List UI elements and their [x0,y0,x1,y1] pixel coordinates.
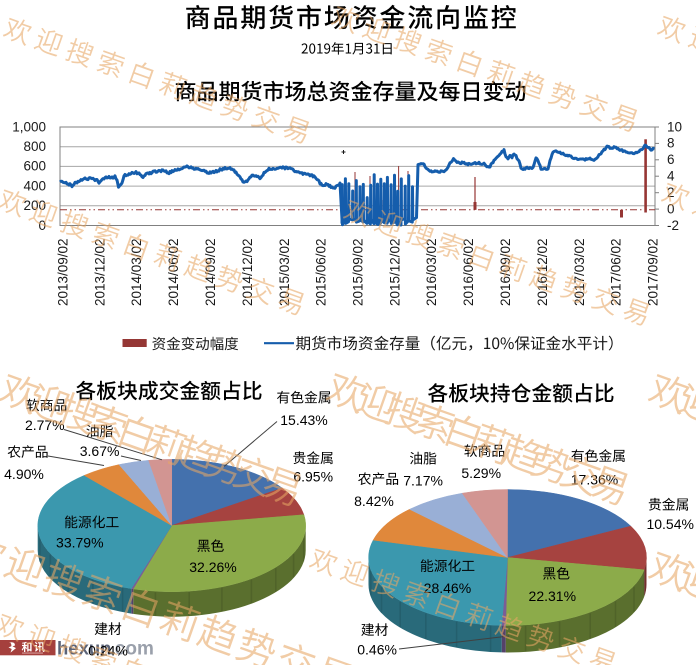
svg-text:2015/09/02: 2015/09/02 [351,238,366,306]
svg-text:-2: -2 [667,218,679,233]
svg-text:2016/06/02: 2016/06/02 [461,238,476,306]
svg-text:2017/09/02: 2017/09/02 [646,238,661,306]
svg-text:8: 8 [667,136,675,151]
svg-text:2014/06/02: 2014/06/02 [166,238,181,306]
svg-text:6.95%: 6.95% [293,469,333,485]
svg-text:8.42%: 8.42% [354,493,394,509]
svg-text:600: 600 [23,159,46,174]
svg-text:2014/09/02: 2014/09/02 [203,238,218,306]
svg-text:10.54%: 10.54% [646,516,693,532]
svg-text:0.24%: 0.24% [88,642,128,658]
svg-text:33.79%: 33.79% [56,535,103,551]
svg-text:2016/12/02: 2016/12/02 [535,238,550,306]
svg-text:2016/03/02: 2016/03/02 [424,238,439,306]
svg-text:2017/03/02: 2017/03/02 [572,238,587,306]
svg-text:7.17%: 7.17% [403,473,443,489]
svg-text:10: 10 [667,119,682,134]
svg-text:2014/12/02: 2014/12/02 [240,238,255,306]
svg-text:2013/09/02: 2013/09/02 [56,238,71,306]
svg-text:800: 800 [23,139,46,154]
svg-text:22.31%: 22.31% [529,588,576,604]
svg-text:4: 4 [667,169,675,184]
svg-text:2015/03/02: 2015/03/02 [277,238,292,306]
svg-text:5.29%: 5.29% [461,465,501,481]
svg-text:2015/12/02: 2015/12/02 [387,238,402,306]
svg-text:.com: .com [110,639,154,660]
svg-text:3.67%: 3.67% [80,443,120,459]
svg-text:4.90%: 4.90% [4,466,44,482]
svg-text:2013/12/02: 2013/12/02 [92,238,107,306]
svg-text:2017/06/02: 2017/06/02 [609,238,624,306]
svg-text:400: 400 [23,178,46,193]
svg-text:6: 6 [667,152,675,167]
svg-text:2015/06/02: 2015/06/02 [314,238,329,306]
svg-text:200: 200 [23,198,46,213]
svg-text:15.43%: 15.43% [280,412,327,428]
svg-text:1,000: 1,000 [12,119,46,134]
svg-text:0: 0 [667,201,675,216]
svg-text:2: 2 [667,185,675,200]
svg-text:32.26%: 32.26% [189,559,236,575]
svg-text:28.46%: 28.46% [424,580,471,596]
svg-text:0.46%: 0.46% [357,641,397,657]
